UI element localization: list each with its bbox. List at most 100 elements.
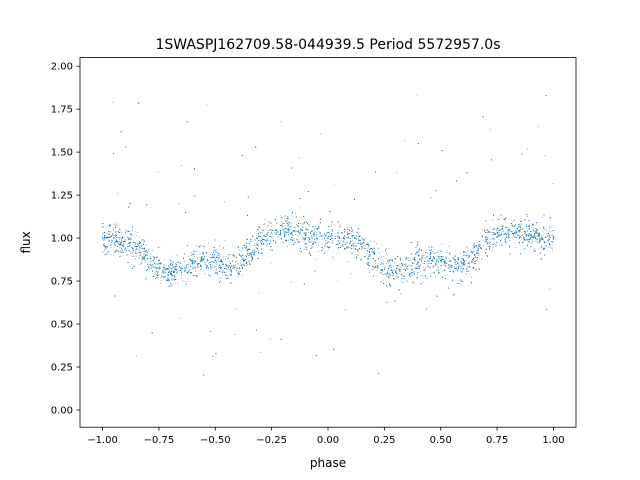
- data-point: [550, 234, 552, 236]
- data-point: [287, 220, 289, 221]
- data-point: [460, 265, 461, 267]
- data-point: [550, 226, 552, 228]
- data-point: [112, 101, 114, 103]
- data-point: [430, 245, 432, 247]
- data-point: [527, 148, 528, 150]
- data-point: [223, 258, 225, 260]
- data-point: [123, 243, 125, 245]
- data-point: [286, 246, 288, 247]
- data-point: [211, 264, 213, 266]
- data-point: [495, 245, 497, 247]
- data-point: [230, 275, 232, 276]
- data-point: [437, 261, 439, 263]
- data-point: [432, 271, 434, 273]
- data-point: [216, 248, 218, 250]
- data-point: [531, 225, 533, 227]
- data-point: [175, 265, 177, 267]
- data-point: [328, 246, 330, 247]
- data-point: [543, 247, 545, 249]
- data-point: [195, 270, 197, 272]
- data-point: [475, 253, 477, 254]
- data-point: [429, 254, 431, 256]
- data-point: [460, 283, 462, 285]
- data-point: [384, 268, 386, 270]
- data-point: [459, 258, 461, 260]
- data-point: [292, 230, 294, 232]
- data-point: [468, 250, 470, 252]
- data-point: [231, 265, 233, 267]
- data-point: [551, 241, 553, 242]
- data-point: [230, 263, 231, 265]
- data-point: [536, 230, 538, 232]
- data-point: [373, 266, 375, 268]
- data-point: [264, 236, 266, 238]
- data-point: [267, 243, 269, 245]
- data-point: [280, 226, 282, 228]
- data-point: [106, 233, 107, 235]
- data-point: [259, 240, 262, 243]
- data-point: [258, 236, 259, 238]
- data-point: [372, 268, 373, 270]
- data-point: [121, 248, 123, 250]
- data-point: [463, 252, 465, 254]
- data-point: [192, 253, 194, 255]
- data-point: [300, 231, 302, 233]
- data-point: [404, 276, 406, 277]
- data-point: [491, 237, 493, 239]
- data-point: [278, 234, 280, 236]
- data-point: [222, 256, 224, 258]
- data-point: [419, 266, 420, 267]
- data-point: [386, 263, 387, 265]
- data-point: [437, 269, 439, 271]
- data-point: [437, 269, 439, 270]
- data-point: [485, 238, 486, 240]
- data-point: [468, 270, 470, 271]
- data-point: [108, 240, 109, 242]
- data-point: [156, 271, 158, 273]
- data-point: [534, 247, 536, 249]
- data-point: [283, 229, 285, 231]
- data-point: [434, 264, 436, 266]
- data-point: [209, 268, 211, 269]
- data-point: [423, 281, 425, 283]
- data-point: [422, 253, 424, 255]
- data-point: [217, 265, 219, 267]
- data-point: [359, 236, 360, 237]
- data-point: [165, 276, 167, 278]
- data-point: [437, 259, 439, 261]
- data-point: [314, 234, 316, 236]
- data-point: [408, 265, 410, 267]
- data-point: [528, 239, 530, 241]
- data-point: [109, 231, 111, 233]
- data-point: [543, 240, 545, 242]
- data-point: [171, 268, 173, 270]
- data-point: [546, 229, 547, 231]
- data-point: [536, 238, 538, 239]
- data-point: [486, 255, 488, 257]
- data-point: [396, 273, 398, 274]
- data-point: [288, 223, 290, 225]
- data-point: [148, 248, 149, 250]
- data-point: [492, 238, 494, 240]
- data-point: [334, 184, 335, 186]
- data-point: [377, 268, 379, 269]
- data-point: [544, 155, 546, 156]
- data-point: [362, 239, 363, 241]
- data-point: [435, 276, 436, 278]
- data-point: [470, 249, 472, 251]
- data-point: [508, 233, 509, 235]
- data-point: [183, 280, 185, 282]
- data-point: [374, 260, 376, 262]
- data-point: [159, 246, 161, 248]
- data-point: [338, 229, 340, 231]
- data-point: [245, 246, 247, 248]
- data-point: [200, 257, 202, 258]
- data-point: [376, 243, 377, 244]
- data-point: [552, 245, 554, 246]
- data-point: [505, 233, 507, 234]
- data-point: [552, 249, 553, 251]
- data-point: [105, 237, 107, 239]
- data-point: [173, 276, 175, 278]
- data-point: [423, 270, 425, 272]
- data-point: [449, 263, 451, 265]
